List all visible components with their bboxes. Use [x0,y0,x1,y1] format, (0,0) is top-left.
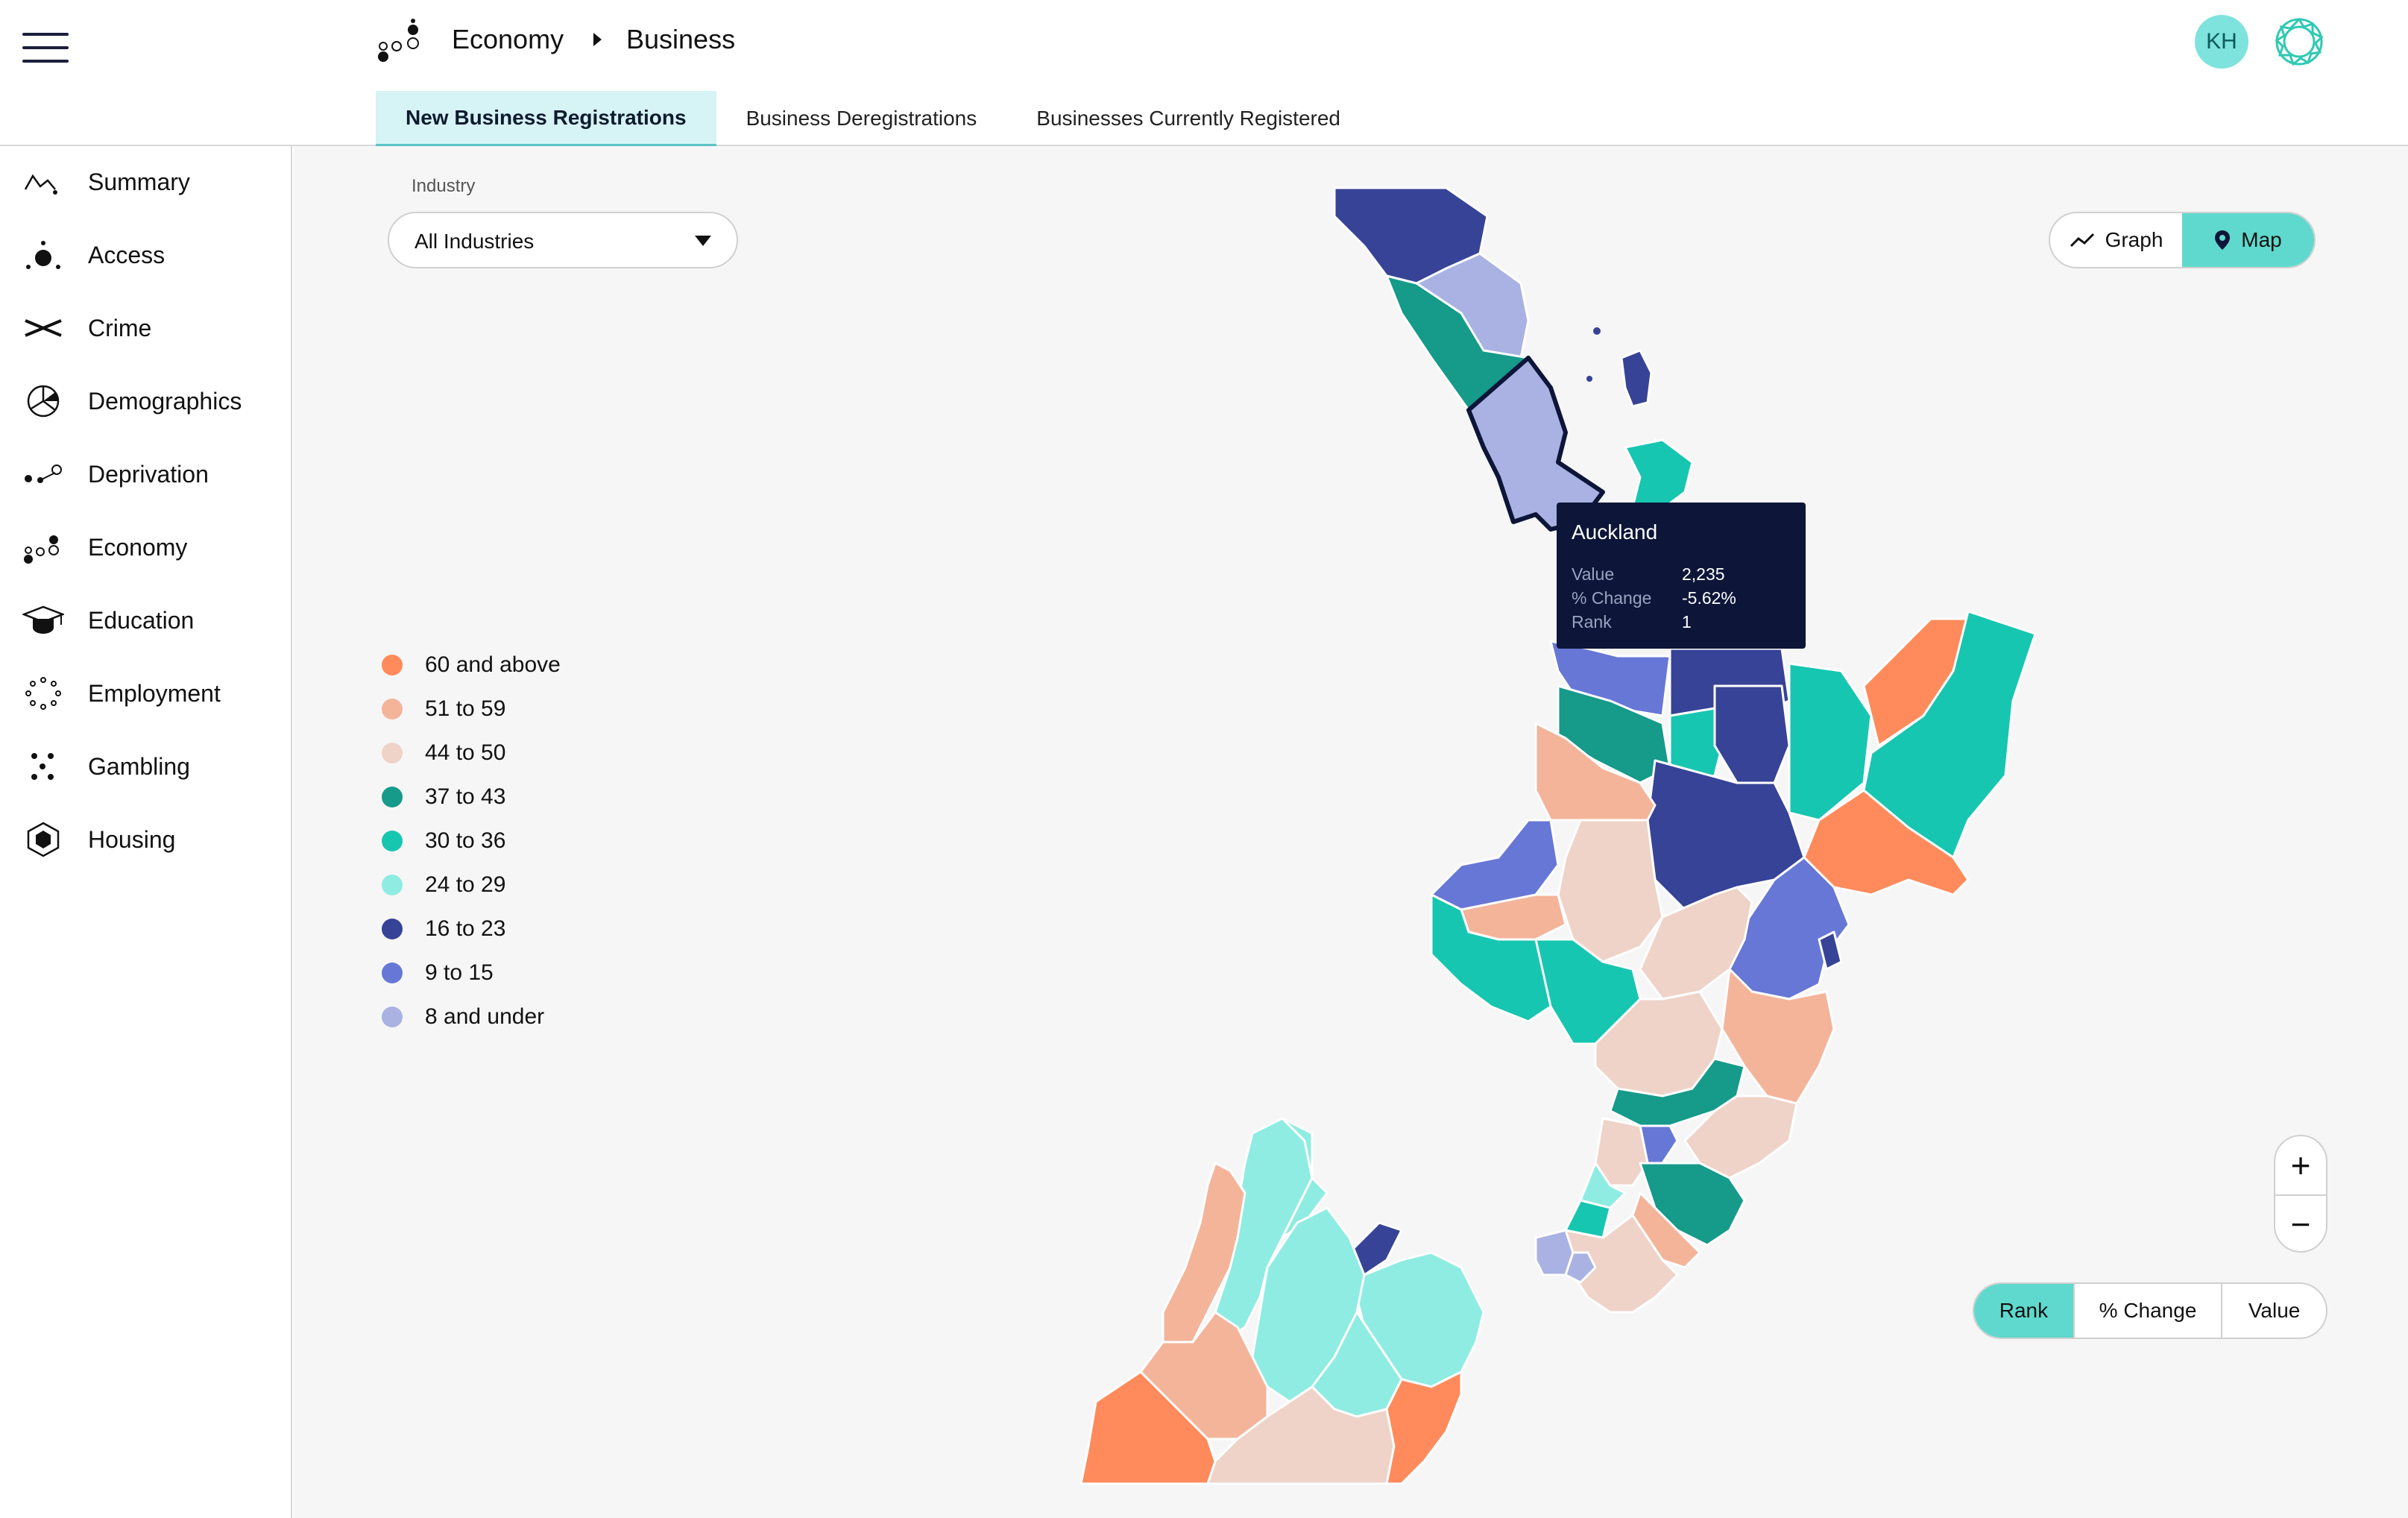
region-islet [1593,327,1601,335]
legend-swatch [382,874,403,895]
industry-label: Industry [412,176,476,196]
map-pin-icon [2215,230,2231,250]
map-view-button[interactable]: Map [2182,213,2314,267]
summary-icon [24,174,57,195]
breadcrumb-economy[interactable]: Economy [452,24,564,54]
industry-select[interactable]: All Industries [388,212,738,268]
sidebar-item-education[interactable]: Education [0,590,292,650]
tooltip-row-rank: Rank 1 [1572,612,1692,632]
menu-icon[interactable] [22,33,70,63]
deprivation-icon [25,464,62,483]
region-tooltip: Auckland Value 2,235 % Change -5.62% Rank 1 [1557,503,1806,649]
region-upper-hutt[interactable] [1564,1251,1597,1284]
region-islet [1586,376,1592,382]
industry-select-value: All Industries [415,230,535,253]
legend-swatch [382,698,403,719]
legend-item: 9 to 15 [382,951,561,995]
sidebar-item-crime[interactable]: Crime [0,298,292,358]
tab-business-deregistrations[interactable]: Business Deregistrations [746,107,977,130]
legend-item: 37 to 43 [382,775,561,819]
line-chart-icon [2070,233,2094,248]
sidebar-item-housing[interactable]: Housing [0,810,292,869]
sidebar: Summary Access Crime Demographics Depriv… [0,146,292,1518]
top-bar: Economy Business KH New Business Registr… [0,0,2408,146]
legend-item: 24 to 29 [382,863,561,907]
legend-item: 30 to 36 [382,819,561,863]
breadcrumb-business: Business [626,24,736,54]
tab-businesses-currently-registered[interactable]: Businesses Currently Registered [1036,107,1341,130]
region-westland-south[interactable] [1079,1370,1217,1485]
gambling-icon [31,753,54,780]
value-button[interactable]: Value [2221,1284,2326,1338]
tab-bar: New Business Registrations Business Dere… [376,91,1370,146]
legend-swatch [382,1006,403,1027]
legend-item: 44 to 50 [382,731,561,775]
choropleth-map [1079,186,2037,1485]
tooltip-row-value: Value 2,235 [1572,564,1725,584]
sidebar-item-deprivation[interactable]: Deprivation [0,444,292,504]
region-rangitikei[interactable] [1639,886,1753,1001]
housing-icon [27,822,60,857]
legend-swatch [382,918,403,939]
region-ruapehu[interactable] [1557,819,1664,963]
legend-swatch [382,962,403,983]
avatar[interactable]: KH [2195,15,2248,69]
view-toggle: Graph Map [2049,212,2316,268]
zoom-in-button[interactable]: + [2290,1146,2311,1185]
employment-icon [25,677,61,710]
tooltip-title: Auckland [1572,520,1658,544]
region-ashburton[interactable] [1385,1370,1463,1485]
tooltip-row-change: % Change -5.62% [1572,588,1736,608]
rank-button[interactable]: Rank [1974,1284,2073,1338]
region-great-barrier-island [1633,362,1642,371]
legend-swatch [382,742,403,763]
region-waikato-north[interactable] [1549,640,1671,717]
legend-item: 16 to 23 [382,907,561,951]
legend-item: 60 and above [382,643,561,687]
graph-view-button[interactable]: Graph [2050,213,2182,267]
metric-toggle: Rank % Change Value [1973,1282,2327,1339]
economy-icon [378,19,419,62]
region-hutt[interactable] [1564,1214,1679,1314]
breadcrumb-separator-icon [593,33,602,46]
legend-item: 51 to 59 [382,687,561,731]
economy-icon [24,535,59,564]
crime-icon [25,319,62,337]
education-icon [22,605,64,634]
region-napier[interactable] [1818,930,1843,971]
legend-swatch [382,786,403,807]
legend-swatch [382,830,403,851]
sidebar-item-demographics[interactable]: Demographics [0,371,292,431]
zoom-control: + − [2274,1135,2327,1253]
chevron-down-icon [695,236,711,246]
demographics-icon [27,385,60,418]
legend-item: 8 and under [382,995,561,1039]
region-rotorua[interactable] [1713,684,1791,784]
percent-change-button[interactable]: % Change [2073,1284,2221,1338]
access-icon [26,241,60,269]
sidebar-item-summary[interactable]: Summary [0,152,292,212]
region-islands[interactable] [1620,349,1653,408]
region-tararua[interactable] [1683,1095,1798,1180]
legend-swatch [382,654,403,675]
sidebar-item-access[interactable]: Access [0,225,292,285]
sidebar-item-economy[interactable]: Economy [0,517,292,577]
region-whakatane[interactable] [1788,662,1873,822]
tab-new-business-registrations[interactable]: New Business Registrations [376,91,716,146]
sidebar-item-gambling[interactable]: Gambling [0,737,292,796]
sidebar-item-employment[interactable]: Employment [0,664,292,723]
brand-logo-icon [2275,17,2324,66]
region-central-hawkes-bay[interactable] [1721,968,1835,1105]
zoom-out-button[interactable]: − [2275,1194,2326,1251]
map-legend: 60 and above 51 to 59 44 to 50 37 to 43 … [382,643,561,1039]
